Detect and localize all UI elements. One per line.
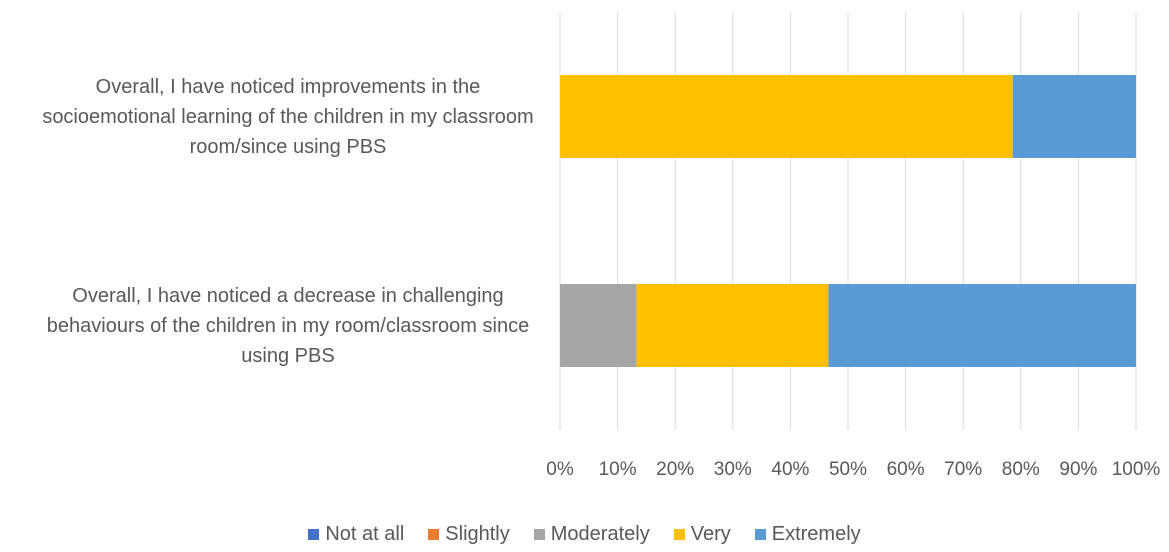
- legend-item: Moderately: [533, 523, 650, 546]
- x-tick-label: 80%: [1002, 459, 1040, 480]
- legend: Not at all Slightly Moderately Very Extremel…: [0, 523, 1169, 546]
- bar-segment: [828, 284, 1136, 367]
- x-tick-label: 20%: [656, 459, 694, 480]
- legend-label: Not at all: [325, 523, 405, 545]
- legend-swatch: [428, 529, 440, 540]
- legend-swatch: [533, 529, 545, 540]
- bar-segment: [560, 284, 637, 367]
- category-label: Overall, I have noticed a decrease in ch…: [46, 284, 530, 367]
- bar-segment: [636, 284, 829, 367]
- legend-item: Extremely: [754, 523, 861, 546]
- bar-segment: [560, 75, 1013, 158]
- legend-item: Very: [673, 523, 731, 546]
- legend-label: Extremely: [771, 523, 861, 545]
- x-tick-label: 50%: [829, 459, 867, 480]
- legend-swatch: [673, 529, 685, 540]
- legend-label: Very: [690, 523, 731, 545]
- legend-item: Not at all: [308, 523, 404, 546]
- legend-item: Slightly: [428, 523, 510, 546]
- x-tick-label: 90%: [1059, 459, 1097, 480]
- legend-label: Moderately: [550, 523, 650, 545]
- x-tick-label: 60%: [887, 459, 925, 480]
- x-tick-label: 40%: [771, 459, 809, 480]
- bar-segment: [1012, 75, 1136, 158]
- x-tick-label: 70%: [944, 459, 982, 480]
- x-tick-label: 100%: [1112, 459, 1161, 480]
- legend-swatch: [754, 529, 766, 540]
- legend-label: Slightly: [445, 523, 510, 545]
- x-tick-label: 10%: [599, 459, 637, 480]
- category-label: Overall, I have noticed improvements in …: [42, 75, 534, 158]
- legend-swatch: [308, 529, 320, 540]
- x-tick-label: 30%: [714, 459, 752, 480]
- x-tick-label: 0%: [546, 459, 574, 480]
